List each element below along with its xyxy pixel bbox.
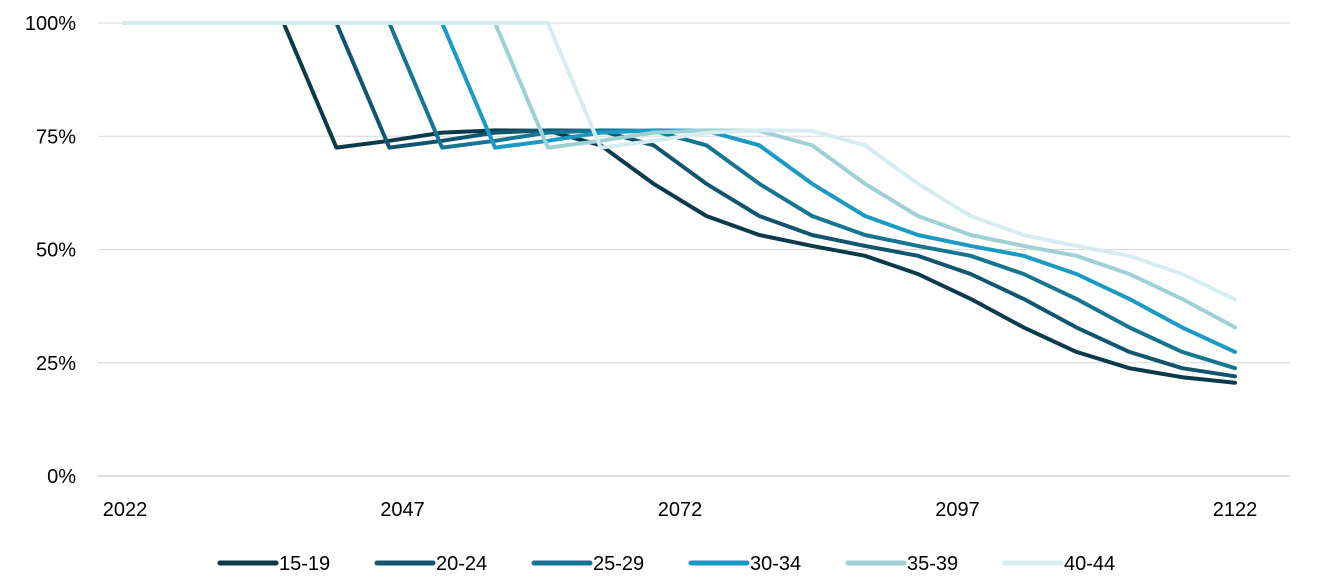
legend-label: 20-24 xyxy=(436,553,487,575)
y-tick-label: 100% xyxy=(25,13,76,35)
x-tick-label: 2122 xyxy=(1213,499,1258,521)
y-tick-label: 25% xyxy=(36,353,76,375)
legend-label: 40-44 xyxy=(1064,553,1115,575)
legend-label: 15-19 xyxy=(279,553,330,575)
legend-item: 40-44 xyxy=(1002,553,1115,575)
x-tick-label: 2047 xyxy=(380,499,425,521)
x-tick-label: 2097 xyxy=(935,499,980,521)
series-line-40-44 xyxy=(123,21,1237,302)
legend-item: 20-24 xyxy=(374,553,487,575)
legend-item: 35-39 xyxy=(845,553,958,575)
y-tick-label: 75% xyxy=(36,126,76,148)
legend-label: 25-29 xyxy=(593,553,644,575)
series-line-25-29 xyxy=(123,21,1237,371)
series-line-35-39 xyxy=(123,21,1237,330)
legend-label: 30-34 xyxy=(750,553,801,575)
x-tick-label: 2072 xyxy=(658,499,703,521)
x-tick-label: 2022 xyxy=(103,499,148,521)
legend-item: 30-34 xyxy=(688,553,801,575)
y-tick-label: 50% xyxy=(36,240,76,262)
legend-item: 15-19 xyxy=(217,553,330,575)
y-tick-label: 0% xyxy=(47,466,76,488)
series-line-15-19 xyxy=(123,21,1237,385)
series-lines xyxy=(123,21,1237,385)
legend-item: 25-29 xyxy=(531,553,644,575)
series-line-30-34 xyxy=(123,21,1237,354)
legend-label: 35-39 xyxy=(907,553,958,575)
legend: 15-19 20-24 25-29 30-34 35-39 40-44 xyxy=(217,553,1115,575)
gridlines xyxy=(98,22,1290,477)
y-axis: 0% 25% 50% 75% 100% xyxy=(25,13,76,488)
x-axis: 2022 2047 2072 2097 2122 xyxy=(103,499,1258,521)
